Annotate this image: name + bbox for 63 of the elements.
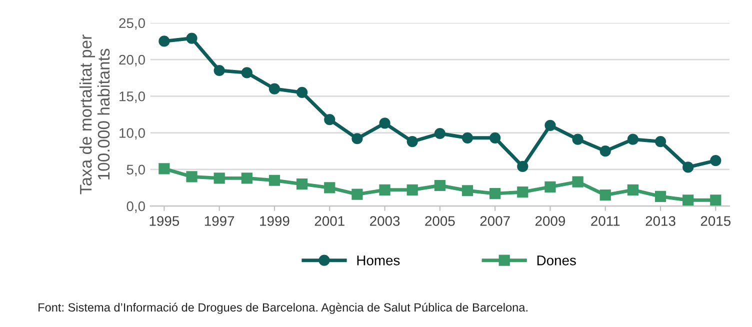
point xyxy=(186,32,198,44)
y-tick-label: 5,0 xyxy=(126,164,145,176)
point xyxy=(600,146,611,157)
point xyxy=(241,67,252,78)
point xyxy=(572,176,584,188)
x-tick-label: 1995 xyxy=(150,216,180,226)
point xyxy=(406,136,418,148)
point xyxy=(406,184,418,196)
point xyxy=(324,182,336,194)
y-tick-label: 10,0 xyxy=(120,128,145,140)
point xyxy=(682,194,694,206)
y-tick-label: 15,0 xyxy=(120,91,145,103)
x-tick-label: 2013 xyxy=(646,216,676,226)
y-tick-label: 0,0 xyxy=(126,201,145,213)
point xyxy=(352,133,363,144)
x-tick-label: 1997 xyxy=(204,216,234,226)
point xyxy=(379,118,390,129)
point xyxy=(241,172,252,184)
x-tick-label: 2003 xyxy=(370,216,400,226)
y-axis-title: Taxa de mortalitat per 100.000 habitants xyxy=(79,34,110,194)
y-tick-label: 20,0 xyxy=(119,54,145,66)
point xyxy=(462,132,474,144)
point xyxy=(627,184,638,196)
point xyxy=(682,162,694,173)
point xyxy=(268,174,280,186)
point xyxy=(214,64,225,76)
point xyxy=(627,134,638,145)
point xyxy=(434,180,446,192)
point xyxy=(268,83,280,94)
point xyxy=(544,120,556,131)
point xyxy=(517,186,528,198)
point xyxy=(214,172,225,184)
x-tick-label: 2015 xyxy=(700,216,731,226)
x-tick-label: 2011 xyxy=(591,216,620,226)
x-tick-label: 2007 xyxy=(480,216,510,226)
point xyxy=(544,181,556,193)
point xyxy=(462,185,474,196)
legend-label: Dones xyxy=(537,256,576,266)
point xyxy=(517,160,528,172)
x-tick-label: 2009 xyxy=(535,216,566,226)
x-tick-label: 1999 xyxy=(260,216,290,226)
legend-label: Homes xyxy=(357,256,400,266)
point xyxy=(654,190,666,202)
x-tick-label: 2001 xyxy=(314,216,344,226)
point xyxy=(490,132,501,144)
point xyxy=(324,114,336,126)
point xyxy=(654,136,666,148)
point xyxy=(158,36,170,47)
text: Font: Sistema d’Informació de Drogues de Barcelona. Agència de Salut Pública de Barcelona. xyxy=(38,302,528,314)
point xyxy=(710,155,722,166)
point xyxy=(572,134,584,145)
point xyxy=(600,189,611,201)
point xyxy=(296,86,308,98)
point xyxy=(710,194,722,206)
point xyxy=(158,163,170,174)
point xyxy=(352,188,363,200)
point xyxy=(434,128,446,140)
point xyxy=(379,184,390,196)
point xyxy=(296,178,308,190)
x-tick-label: 2005 xyxy=(425,216,455,226)
y-tick-label: 25,0 xyxy=(119,18,145,30)
point xyxy=(490,188,501,200)
point xyxy=(186,171,198,182)
